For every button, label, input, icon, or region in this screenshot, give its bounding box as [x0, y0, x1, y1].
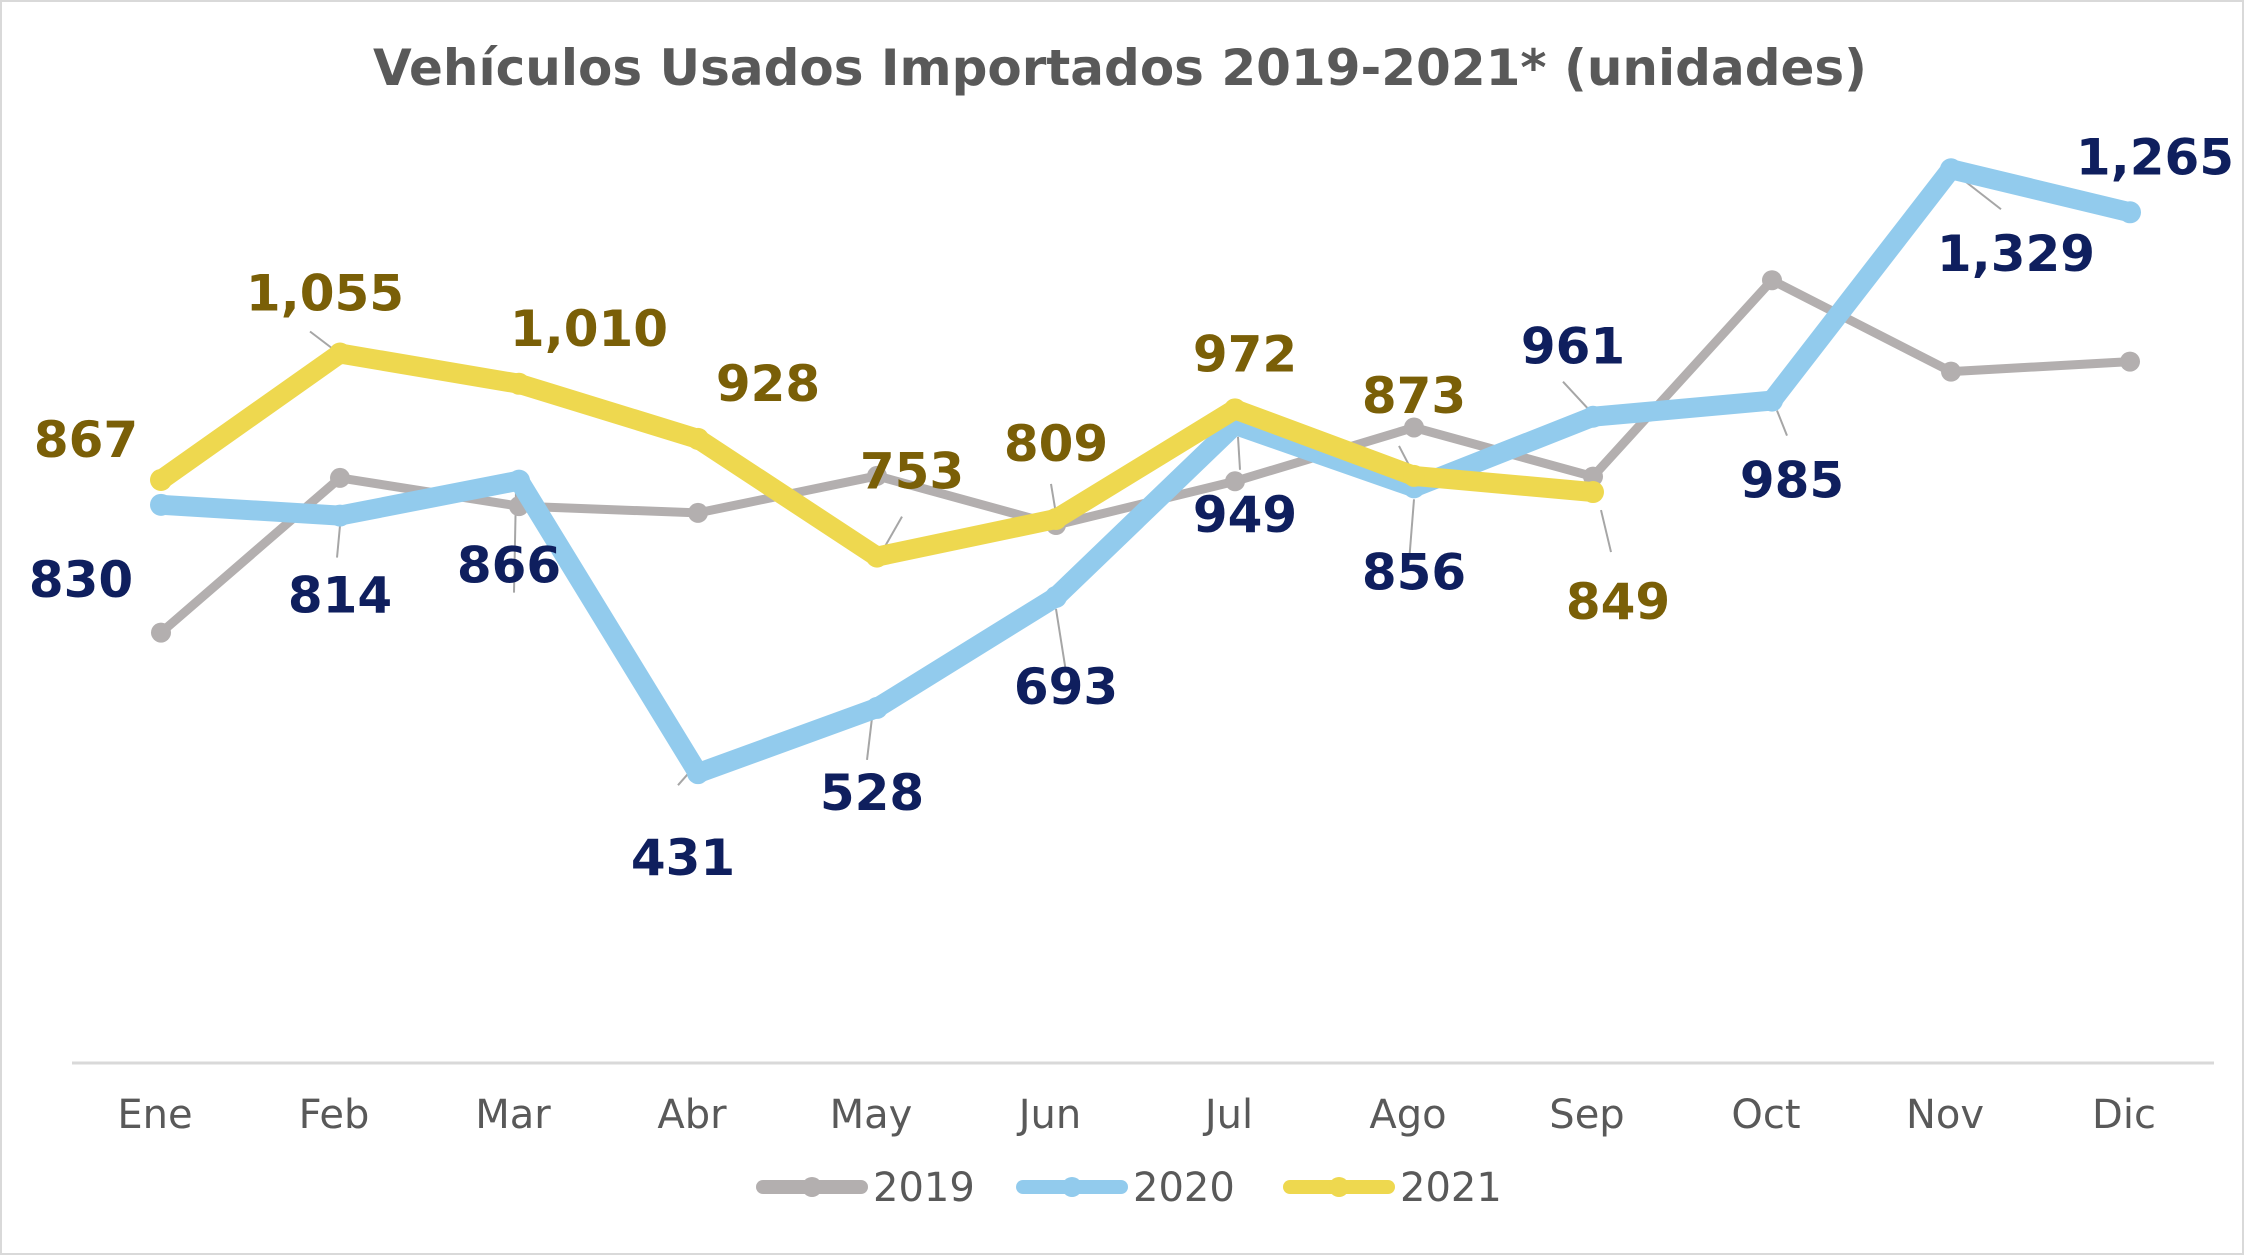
- x-tick-label-abr: Abr: [657, 1092, 727, 1138]
- point-2020-may: [866, 696, 888, 719]
- series-line-2020: [151, 159, 2140, 784]
- point-2020-sep: [1582, 405, 1604, 428]
- x-tick-label-nov: Nov: [1906, 1092, 1984, 1138]
- point-2020-dic: [2119, 201, 2141, 224]
- point-2019-nov: [1941, 361, 1961, 382]
- data-label-2020-sep: 961: [1521, 318, 1625, 376]
- x-tick-label-ago: Ago: [1369, 1092, 1446, 1138]
- point-2020-jun: [1045, 585, 1067, 608]
- legend-label-2021: 2021: [1400, 1165, 1502, 1211]
- chart-title: Vehículos Usados Importados 2019-2021* (…: [373, 39, 1867, 97]
- leader-line-2020-ago: [1408, 499, 1415, 563]
- point-2020-ene: [150, 493, 172, 516]
- legend-item-2019: 2019: [756, 1165, 975, 1211]
- data-label-2021-ene: 867: [34, 411, 138, 469]
- data-label-2020-may: 528: [820, 764, 924, 822]
- legend: 2019 2020 2021: [756, 1165, 1502, 1211]
- data-label-2021-jul: 972: [1193, 325, 1297, 383]
- point-2020-nov: [1940, 158, 1962, 181]
- leader-line-2021-feb: [309, 330, 336, 352]
- point-2021-sep: [1582, 481, 1604, 504]
- point-2019-may: [867, 465, 887, 486]
- point-2019-feb: [330, 467, 350, 488]
- leader-line-2020-sep: [1562, 381, 1589, 410]
- point-2021-ene: [150, 468, 172, 491]
- x-tick-label-may: May: [830, 1092, 913, 1138]
- data-label-2020-feb: 814: [288, 567, 392, 625]
- data-label-2021-abr: 928: [716, 355, 820, 413]
- data-label-2020-ene: 830: [29, 551, 133, 609]
- point-2021-ago: [1403, 464, 1425, 487]
- x-tick-label-jul: Jul: [1202, 1092, 1253, 1138]
- legend-label-2020: 2020: [1133, 1165, 1235, 1211]
- series-2021: [150, 342, 1604, 568]
- x-tick-label-dic: Dic: [2092, 1092, 2156, 1138]
- data-label-2020-jun: 693: [1014, 658, 1118, 716]
- point-2019-ago: [1404, 417, 1424, 438]
- point-2020-oct: [1761, 389, 1783, 412]
- series-layer: [150, 158, 2141, 785]
- legend-label-2019: 2019: [873, 1165, 975, 1211]
- point-2020-feb: [329, 504, 351, 527]
- legend-marker-2019: [802, 1177, 822, 1197]
- data-label-2020-nov: 1,329: [1937, 225, 2095, 283]
- x-tick-label-sep: Sep: [1549, 1092, 1624, 1138]
- data-label-2020-jul: 949: [1193, 486, 1297, 544]
- data-label-2020-abr: 431: [631, 829, 735, 887]
- point-2021-abr: [687, 427, 709, 450]
- data-label-2021-mar: 1,010: [510, 300, 668, 358]
- data-label-2020-oct: 985: [1740, 452, 1844, 510]
- point-2021-may: [866, 545, 888, 568]
- point-2020-abr: [687, 762, 709, 785]
- data-label-2020-dic: 1,265: [2076, 128, 2234, 186]
- point-2019-oct: [1762, 270, 1782, 291]
- leader-line-2020-may: [866, 717, 873, 761]
- point-2019-jul: [1225, 471, 1245, 492]
- legend-marker-2021: [1329, 1177, 1349, 1197]
- point-2020-mar: [508, 469, 530, 492]
- leader-line-2020-oct: [1776, 410, 1788, 436]
- legend-item-2021: 2021: [1283, 1165, 1502, 1211]
- leader-line-2020-feb: [336, 525, 341, 558]
- leader-line-2020-jun: [1055, 608, 1067, 673]
- data-label-2021-feb: 1,055: [246, 265, 404, 323]
- data-label-2020-mar: 866: [457, 537, 561, 595]
- leader-line-2020-jul: [1237, 436, 1241, 470]
- point-2021-jul: [1224, 398, 1246, 421]
- legend-item-2020: 2020: [1016, 1165, 1235, 1211]
- point-2019-abr: [688, 502, 708, 523]
- leader-line-2021-sep: [1600, 509, 1612, 553]
- data-label-2021-jun: 809: [1004, 415, 1108, 473]
- x-tick-label-jun: Jun: [1016, 1092, 1082, 1138]
- x-tick-label-oct: Oct: [1731, 1092, 1800, 1138]
- x-axis-ticks: Ene Feb Mar Abr May Jun Jul Ago Sep Oct Nov Dic: [117, 1092, 2156, 1138]
- point-2019-ene: [151, 622, 171, 643]
- legend-marker-2020: [1062, 1177, 1082, 1197]
- point-2021-jun: [1045, 507, 1067, 530]
- data-label-2021-sep: 849: [1566, 573, 1670, 631]
- data-label-2020-ago: 856: [1362, 543, 1466, 601]
- data-label-2021-may: 753: [860, 443, 964, 501]
- data-label-2021-ago: 873: [1362, 367, 1466, 425]
- point-2021-mar: [508, 372, 530, 395]
- point-2019-dic: [2120, 351, 2140, 372]
- x-tick-label-ene: Ene: [117, 1092, 192, 1138]
- x-tick-label-mar: Mar: [475, 1092, 551, 1138]
- x-tick-label-feb: Feb: [299, 1092, 370, 1138]
- data-labels: 830 814 866 431 528 693 949 856 961 985 1,329 1,265…: [29, 128, 2234, 887]
- point-2021-feb: [329, 342, 351, 365]
